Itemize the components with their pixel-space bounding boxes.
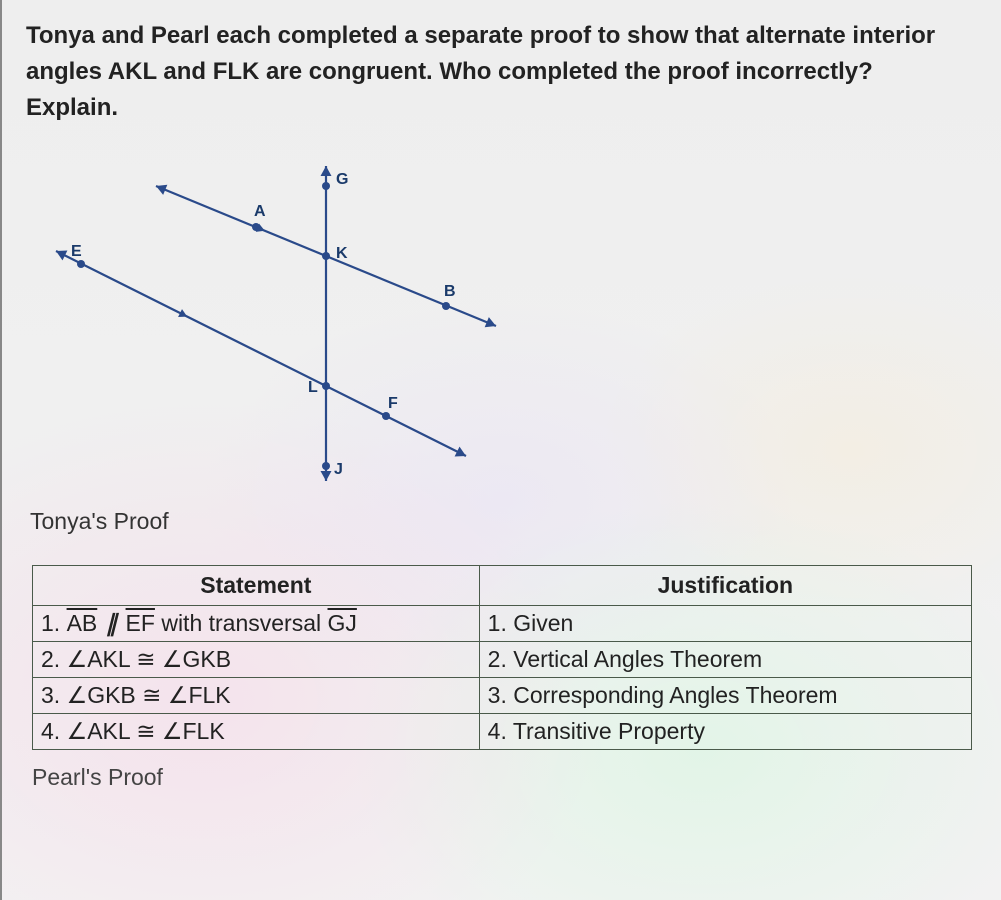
question-line-2: angles AKL and FLK are congruent. Who co… — [26, 58, 873, 85]
question-line-1: Tonya and Pearl each completed a separat… — [26, 22, 935, 49]
table-row: 4. ∠AKL ≅ ∠FLK 4. Transitive Property — [33, 714, 972, 750]
table-header-row: Statement Justification — [33, 566, 972, 606]
segment-ab: AB — [67, 610, 98, 637]
justification-cell-4: 4. Transitive Property — [479, 714, 971, 750]
svg-text:J: J — [334, 461, 343, 478]
parallel-symbol: ∥ — [104, 610, 120, 636]
svg-text:L: L — [308, 379, 318, 396]
justification-cell-3: 3. Corresponding Angles Theorem — [479, 678, 971, 714]
svg-text:G: G — [336, 171, 348, 188]
svg-text:E: E — [71, 243, 82, 260]
table-row: 2. ∠AKL ≅ ∠GKB 2. Vertical Angles Theore… — [33, 642, 972, 678]
statement-cell-4: 4. ∠AKL ≅ ∠FLK — [33, 714, 480, 750]
justification-cell-2: 2. Vertical Angles Theorem — [479, 642, 971, 678]
question-text: Tonya and Pearl each completed a separat… — [26, 18, 977, 126]
tonya-proof-table: Statement Justification 1. AB ∥ EF with … — [32, 565, 972, 750]
statement-cell-1: 1. AB ∥ EF with transversal GJ — [33, 606, 480, 642]
table-row: 3. ∠GKB ≅ ∠FLK 3. Corresponding Angles T… — [33, 678, 972, 714]
segment-ef: EF — [126, 610, 155, 637]
header-justification: Justification — [479, 566, 971, 606]
svg-text:A: A — [254, 203, 266, 220]
table-row: 1. AB ∥ EF with transversal GJ 1. Given — [33, 606, 972, 642]
svg-text:K: K — [336, 245, 348, 262]
segment-gj: GJ — [328, 610, 357, 637]
header-statement: Statement — [33, 566, 480, 606]
svg-text:B: B — [444, 283, 456, 300]
pearl-proof-heading: Pearl's Proof — [32, 764, 977, 791]
justification-cell-1: 1. Given — [479, 606, 971, 642]
statement-cell-2: 2. ∠AKL ≅ ∠GKB — [33, 642, 480, 678]
diagram-svg: G A K E B L F J — [26, 136, 586, 496]
svg-text:F: F — [388, 395, 398, 412]
statement-cell-3: 3. ∠GKB ≅ ∠FLK — [33, 678, 480, 714]
page: Tonya and Pearl each completed a separat… — [0, 0, 1001, 900]
tonya-proof-heading: Tonya's Proof — [30, 508, 977, 535]
question-line-3: Explain. — [26, 94, 118, 121]
geometry-diagram: G A K E B L F J — [26, 136, 586, 496]
